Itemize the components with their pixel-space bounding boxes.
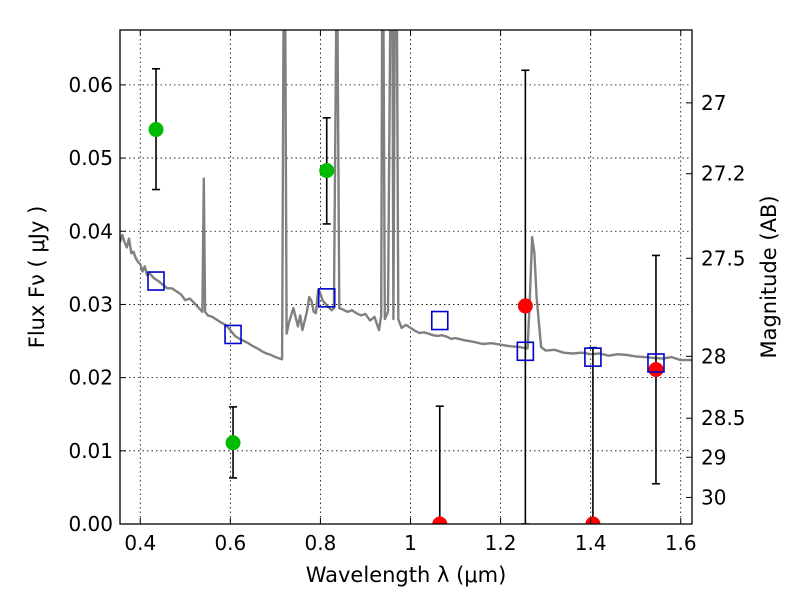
upper-limit-point <box>648 362 664 378</box>
axis-ticks: 0.4 0.6 0.8 1 1.2 1.4 1.6 0.00 0.01 0.02 0.03 0.04 0… <box>68 30 746 555</box>
right-tick-label: 30 <box>701 485 726 509</box>
detection-point <box>225 435 241 451</box>
right-tick-label: 27.2 <box>701 162 746 186</box>
right-tick-label: 27 <box>701 91 726 115</box>
upper-limit-point <box>585 516 601 524</box>
y-tick-label: 0.03 <box>68 292 113 316</box>
y-tick-label: 0.06 <box>68 73 113 97</box>
right-tick-label: 29 <box>701 445 726 469</box>
right-tick-label: 28 <box>701 344 726 368</box>
upper-limit-point <box>517 298 533 314</box>
y-tick-label: 0.05 <box>68 146 113 170</box>
plot-data <box>120 30 692 524</box>
right-tick-label: 27.5 <box>701 246 746 270</box>
x-tick-label: 0.8 <box>305 531 337 555</box>
right-tick-label: 28.5 <box>701 406 746 430</box>
x-tick-label: 0.6 <box>214 531 246 555</box>
model-photometry-square <box>584 347 602 367</box>
x-tick-label: 1 <box>404 531 417 555</box>
model-photometry-square <box>516 341 535 362</box>
x-tick-label: 1.2 <box>485 531 517 555</box>
y-axis-title: Flux Fν ( μJy ) <box>25 206 49 349</box>
model-photometry-square <box>317 288 336 308</box>
x-axis-title: Wavelength λ (μm) <box>306 563 507 587</box>
detection-point <box>148 122 164 138</box>
model-photometry-square <box>224 324 242 345</box>
right-axis-title: Magnitude (AB) <box>757 195 781 358</box>
detection-point <box>319 163 335 179</box>
x-tick-label: 1.4 <box>575 531 607 555</box>
model-photometry-square <box>647 353 665 373</box>
model-photometry-square <box>430 310 449 331</box>
model-spectrum-line <box>120 30 692 362</box>
x-tick-label: 1.6 <box>665 531 697 555</box>
upper-limit-point <box>432 516 448 524</box>
y-tick-label: 0.01 <box>68 439 113 463</box>
y-tick-label: 0.02 <box>68 366 113 390</box>
y-tick-label: 0.04 <box>68 219 113 243</box>
model-photometry-square <box>147 271 165 291</box>
plot-frame <box>119 29 693 525</box>
y-tick-label: 0.00 <box>68 512 113 536</box>
x-tick-label: 0.4 <box>124 531 156 555</box>
